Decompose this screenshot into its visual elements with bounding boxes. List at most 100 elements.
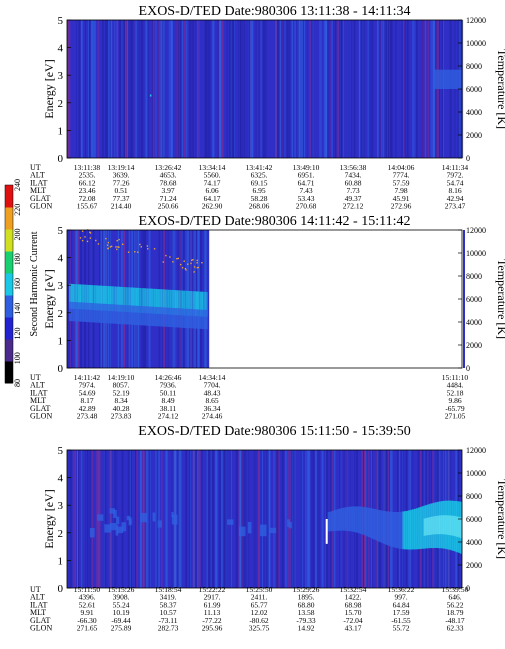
heatmap-stripe [279, 20, 282, 158]
heatmap-band [193, 291, 197, 317]
orbit-value: 60.88 [345, 178, 362, 187]
orbit-value: 15:25:50 [246, 585, 273, 594]
heatmap-stripe [91, 450, 93, 588]
orbit-value: 17.59 [393, 608, 410, 617]
heatmap-band [89, 285, 93, 310]
heatmap-blob [121, 522, 127, 532]
orbit-value: 7972. [447, 171, 464, 180]
orbit-value: 155.67 [77, 202, 98, 211]
colorbar-frame [4, 184, 14, 384]
orbit-value: 58.37 [160, 600, 177, 609]
y-axis-label: Energy [eV] [42, 489, 56, 548]
heatmap-stripe [337, 20, 340, 158]
heatmap-stripe [320, 20, 322, 158]
heatmap-band [179, 308, 183, 328]
heatmap-band [115, 304, 118, 324]
heatmap-stripe [164, 20, 166, 158]
heatmap-stripe [303, 450, 305, 588]
heatmap-band [195, 309, 199, 329]
orbit-value: 48.43 [204, 388, 221, 397]
heatmap-stripe [155, 450, 158, 588]
heatmap-plume [352, 506, 355, 532]
panel-title: EXOS-D/TED Date:980306 13:11:38 - 14:11:… [139, 4, 411, 19]
heatmap-blob [247, 522, 252, 534]
orbit-value: 15:32:54 [340, 585, 367, 594]
heatmap-band [200, 309, 204, 329]
heatmap-band [161, 289, 164, 315]
heatmap-stripe [161, 450, 163, 588]
y-tick-label: 4 [58, 43, 64, 55]
orbit-row-label: GLON [30, 624, 52, 633]
heatmap-stripe [335, 20, 337, 158]
panel-2 [66, 229, 463, 369]
orbit-value: 295.96 [202, 624, 223, 633]
orbit-value: 13:34:14 [199, 163, 226, 172]
heatmap-stripe [190, 20, 192, 158]
heatmap-stripe [299, 20, 302, 158]
heatmap-blob [104, 524, 112, 533]
heatmap-stripe [240, 20, 241, 158]
heatmap-stripe [226, 450, 228, 588]
y-tick-label: 0 [58, 363, 64, 375]
heatmap-speck [176, 258, 178, 260]
orbit-row-label: ILAT [30, 178, 47, 187]
heatmap-blob [115, 524, 119, 536]
heatmap-band [82, 302, 86, 322]
heatmap-plume [333, 510, 336, 531]
heatmap-stripe [286, 20, 288, 158]
heatmap-stripe [178, 450, 181, 588]
heatmap-band [105, 304, 109, 324]
heatmap-stripe [155, 450, 158, 588]
orbit-value: 10.19 [113, 608, 130, 617]
heatmap-plume [354, 506, 357, 533]
heatmap-stripe [218, 450, 221, 588]
heatmap-band [103, 285, 107, 311]
heatmap-plume [350, 506, 354, 532]
heatmap-stripe [105, 450, 108, 588]
y2-tick-label: 0 [466, 364, 470, 373]
heatmap-plume [348, 506, 352, 532]
orbit-value: 3.97 [161, 186, 174, 195]
heatmap-stripe [241, 450, 244, 588]
heatmap-stripe [90, 20, 92, 158]
heatmap-band [170, 307, 174, 328]
heatmap-stripe [230, 450, 232, 588]
orbit-row-label: ALT [30, 593, 45, 602]
orbit-value: 7434. [345, 171, 362, 180]
heatmap-stripe [311, 20, 314, 158]
heatmap-plume [343, 507, 346, 531]
orbit-value: -61.55 [391, 616, 411, 625]
heatmap-speck [140, 246, 142, 248]
heatmap-plume [442, 515, 446, 535]
heatmap-band [151, 288, 155, 314]
heatmap-band [87, 284, 91, 310]
orbit-value: 13:49:10 [293, 163, 320, 172]
heatmap-stripe [286, 20, 289, 158]
heatmap-plume [456, 516, 459, 537]
heatmap-plume [414, 508, 417, 550]
heatmap-band [75, 284, 79, 309]
y-tick-label: 0 [58, 583, 64, 595]
heatmap-band [156, 289, 160, 314]
heatmap-band [202, 309, 206, 330]
heatmap-speck [89, 231, 91, 233]
heatmap-stripe [105, 20, 108, 158]
heatmap-stripe [136, 450, 138, 588]
heatmap-white-line [325, 519, 328, 544]
orbit-value: 53.43 [298, 194, 315, 203]
heatmap-plume [423, 518, 426, 536]
heatmap-stripe [294, 450, 296, 588]
heatmap-band [186, 290, 190, 316]
heatmap-stripe [432, 20, 434, 158]
orbit-value: 2411. [251, 593, 268, 602]
heatmap-stripe [208, 20, 211, 158]
heatmap-speck [180, 263, 182, 266]
heatmap-band [89, 303, 93, 323]
heatmap-stripe [361, 20, 363, 158]
heatmap-speck [146, 245, 149, 247]
heatmap-stripe [329, 20, 331, 158]
heatmap-band [117, 304, 121, 324]
heatmap-stripe [176, 20, 179, 158]
heatmap-plume [421, 506, 425, 549]
heatmap-stripe [370, 20, 372, 158]
